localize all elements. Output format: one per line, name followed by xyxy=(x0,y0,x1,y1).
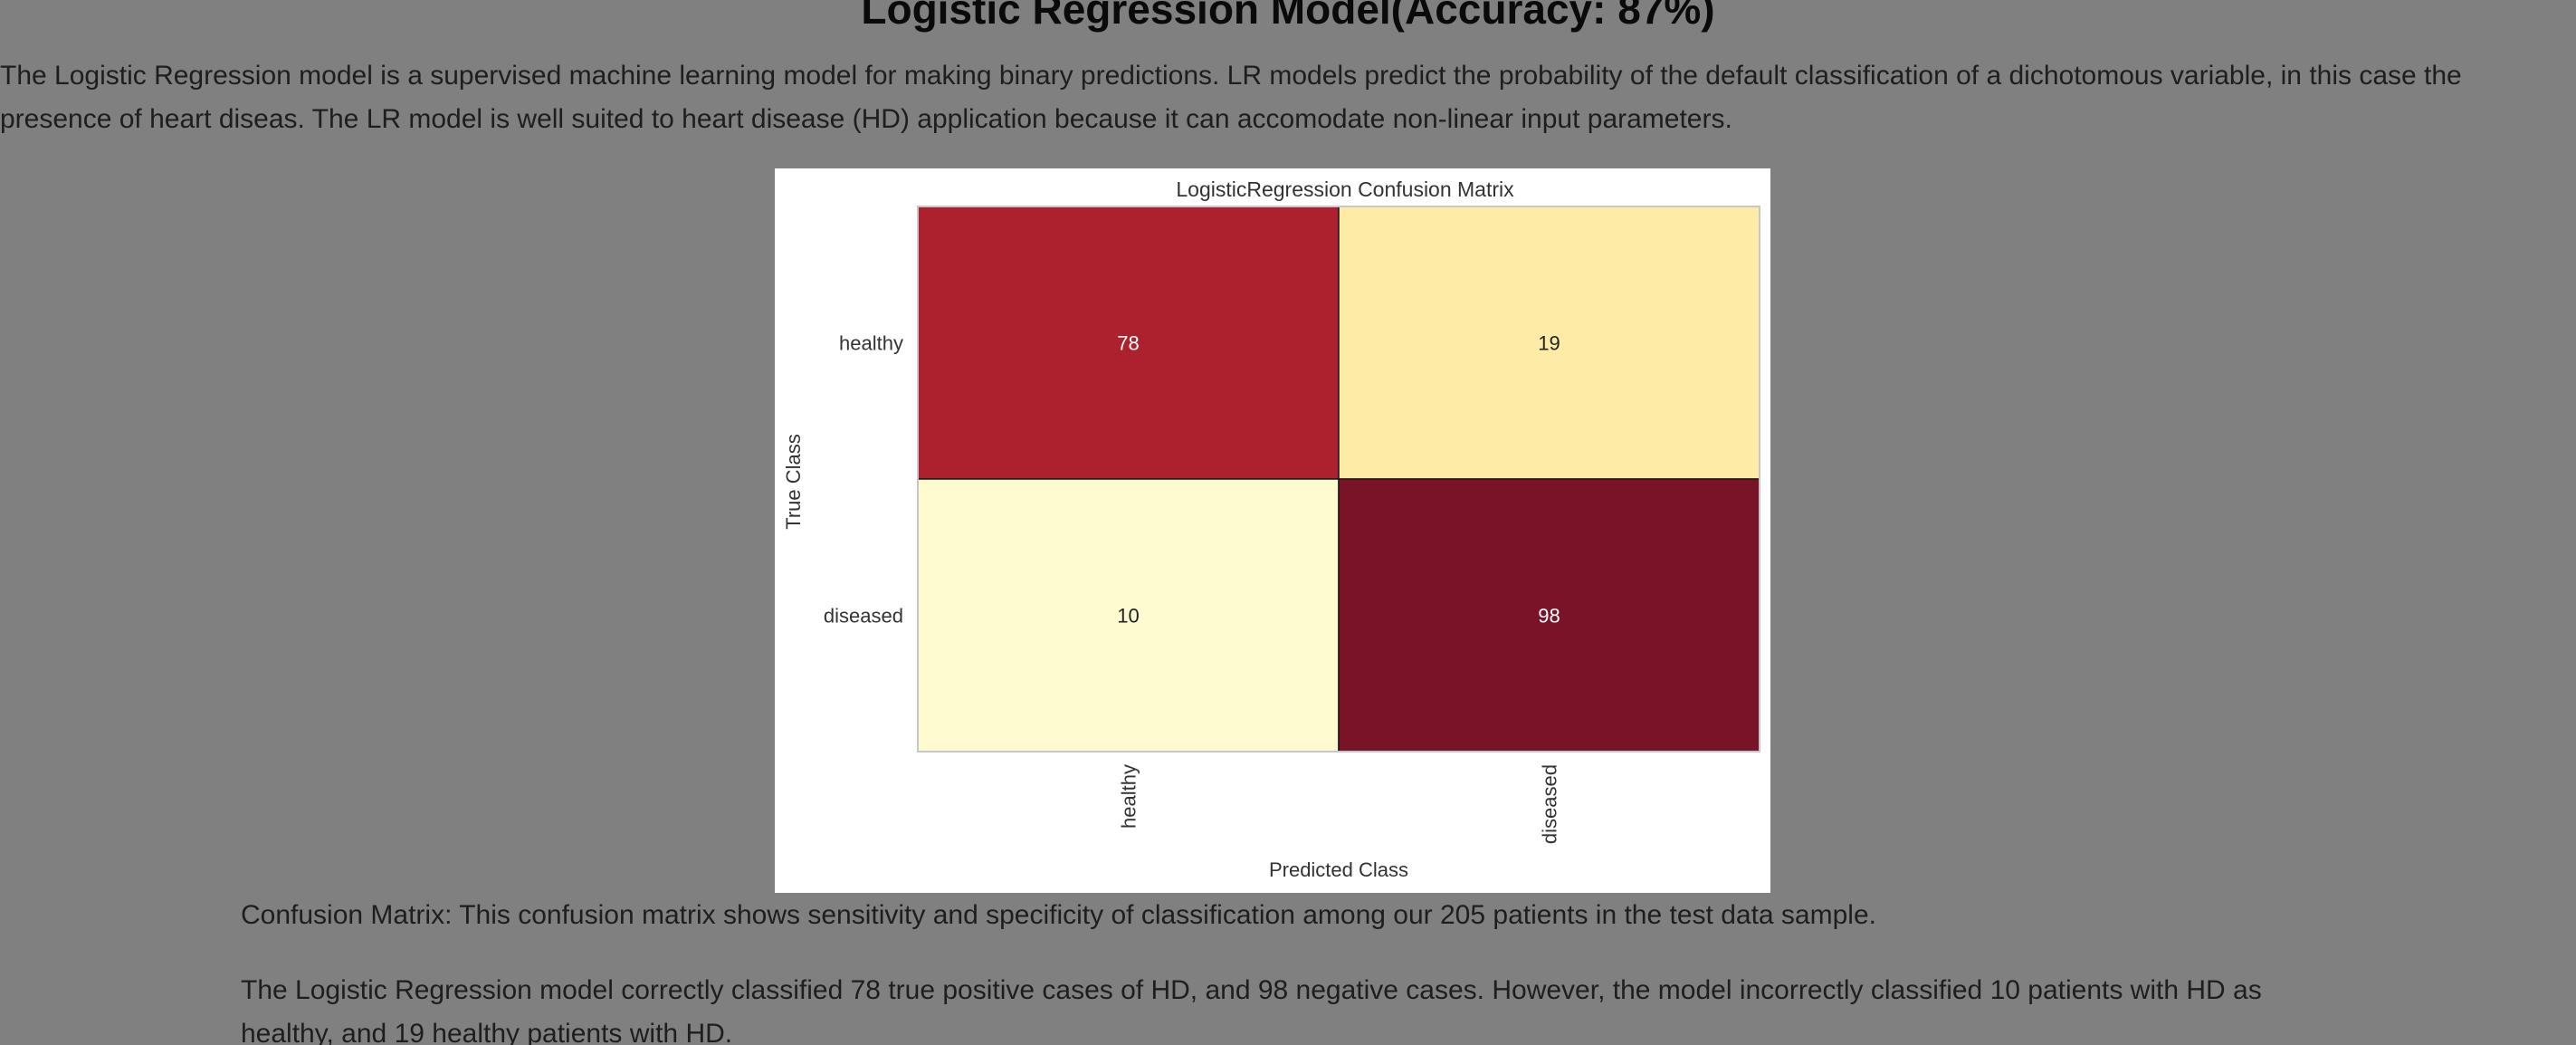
confusion-matrix-figure: LogisticRegression Confusion Matrix 78 19… xyxy=(775,168,1770,893)
cell-value-label: 98 xyxy=(1538,605,1560,628)
y-axis-label: True Class xyxy=(782,434,805,530)
page-title: Logistic Regression Model(Accuracy: 87%) xyxy=(861,0,1715,33)
results-summary: The Logistic Regression model correctly … xyxy=(241,975,2262,1045)
x-axis-label: Predicted Class xyxy=(1269,858,1408,881)
plot-frame xyxy=(917,206,1760,753)
cell-value-label: 10 xyxy=(1117,605,1139,628)
confusion-matrix-chart: LogisticRegression Confusion Matrix 78 19… xyxy=(782,177,1760,881)
x-tick-label: healthy xyxy=(1118,764,1140,829)
cell-value-label: 19 xyxy=(1538,332,1560,355)
intro-paragraph: The Logistic Regression model is a super… xyxy=(0,61,2462,134)
figure-caption: Confusion Matrix: This confusion matrix … xyxy=(241,900,1876,930)
matrix-cell-healthy-diseased xyxy=(1338,206,1760,480)
cell-value-label: 78 xyxy=(1117,332,1139,355)
y-tick-label: healthy xyxy=(839,332,903,355)
chart-title: LogisticRegression Confusion Matrix xyxy=(1176,177,1514,201)
y-tick-label: diseased xyxy=(824,605,903,628)
matrix-cell-diseased-diseased xyxy=(1338,478,1760,753)
matrix-cell-healthy-healthy xyxy=(917,206,1340,480)
x-tick-label: diseased xyxy=(1539,764,1561,844)
matrix-cell-diseased-healthy xyxy=(917,478,1340,753)
